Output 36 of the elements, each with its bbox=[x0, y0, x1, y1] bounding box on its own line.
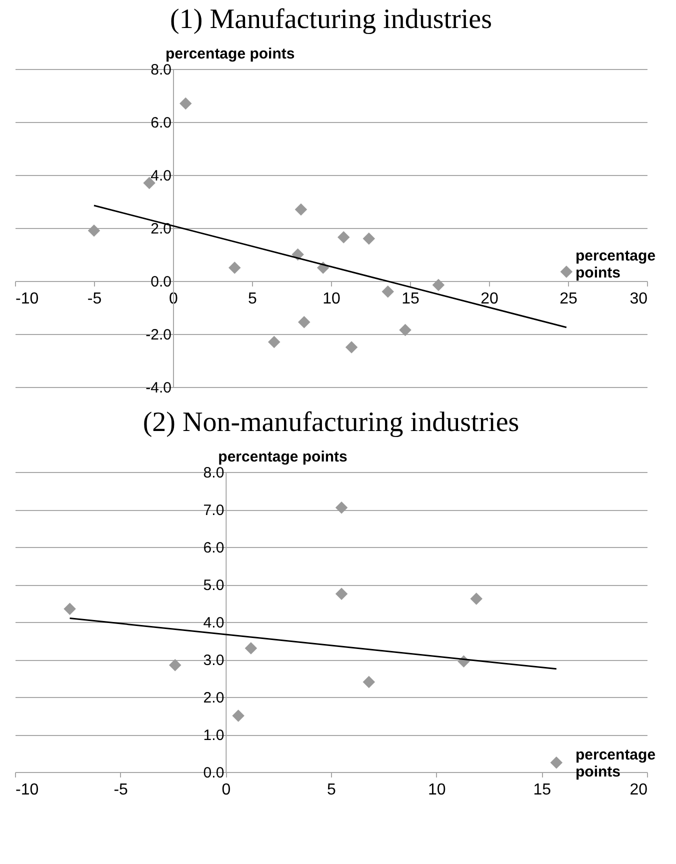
y-tick-label: 8.0 bbox=[203, 464, 224, 482]
y-tick-label: 0.0 bbox=[203, 764, 224, 782]
y-tick-label: 5.0 bbox=[203, 577, 224, 594]
y-tick-label: 4.0 bbox=[150, 168, 172, 184]
x-tick-label: 0 bbox=[222, 782, 231, 798]
x-tick-label: -5 bbox=[114, 782, 128, 798]
x-tick-label: -10 bbox=[16, 290, 39, 308]
x-tick-label: 25 bbox=[560, 290, 578, 308]
x-tick-label: 20 bbox=[480, 290, 498, 308]
x-tick-label: 15 bbox=[533, 782, 552, 798]
x-tick-label: -5 bbox=[87, 290, 102, 308]
x-tick-label: 20 bbox=[630, 782, 648, 798]
y-tick-label: 6.0 bbox=[150, 114, 172, 132]
x-tick-label: 10 bbox=[428, 782, 446, 798]
y-tick-label: 7.0 bbox=[203, 502, 224, 519]
x-tick-label: 15 bbox=[402, 290, 420, 308]
y-tick-label: 8.0 bbox=[150, 62, 172, 78]
x-tick-label: 5 bbox=[327, 782, 336, 798]
y-tick-label: 2.0 bbox=[203, 690, 224, 706]
y-axis-title: percentage points bbox=[218, 448, 348, 466]
y-tick-label: 6.0 bbox=[203, 540, 224, 556]
x-tick-label: 5 bbox=[248, 290, 258, 308]
chart-title: (2) Non-manufacturing industries bbox=[142, 407, 520, 438]
chart-title: (1) Manufacturing industries bbox=[170, 4, 492, 35]
y-axis-title: percentage points bbox=[166, 46, 295, 62]
y-tick-label: -2.0 bbox=[146, 326, 172, 344]
y-tick-label: 4.0 bbox=[203, 614, 224, 632]
x-tick-label: 10 bbox=[322, 290, 340, 308]
y-tick-label: 3.0 bbox=[203, 652, 224, 669]
x-axis-title: percentage points bbox=[576, 746, 656, 780]
x-axis-title: percentage points bbox=[576, 248, 656, 282]
x-tick-label: -10 bbox=[16, 782, 39, 798]
y-tick-label: -4.0 bbox=[146, 380, 172, 396]
y-tick-label: 1.0 bbox=[203, 727, 224, 744]
y-tick-label: 0.0 bbox=[150, 274, 172, 290]
x-tick-label: 30 bbox=[630, 290, 648, 308]
